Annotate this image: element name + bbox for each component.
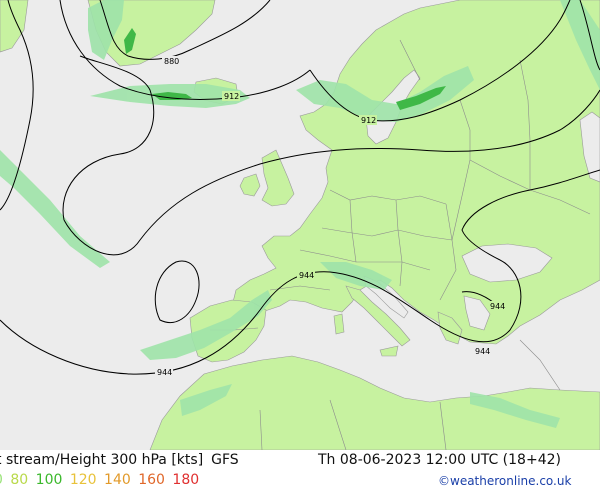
contour-label: 944: [157, 368, 172, 377]
border-9: [519, 59, 531, 190]
jet-band-mediterranean: [320, 262, 392, 290]
jet-core-atlantic: [152, 92, 192, 100]
border-10: [399, 39, 421, 81]
border-6: [299, 249, 431, 271]
contour-labels: 880 912 912 944 944 944 944: [155, 56, 506, 377]
border-14: [329, 399, 347, 450]
contour-label-bg: [473, 346, 491, 356]
jet-band-greenland: [88, 0, 124, 60]
land-ireland: [239, 173, 261, 197]
border-3: [349, 199, 357, 263]
border-8: [451, 99, 471, 241]
contour-label-bg: [359, 115, 377, 125]
title-text: t stream/Height 300 hPa [kts]: [0, 452, 204, 468]
contour-label: 944: [490, 302, 505, 311]
land-west-edge: [0, 0, 29, 53]
contour-label: 880: [164, 57, 179, 66]
contour-line: [309, 0, 571, 122]
border-13: [259, 409, 263, 450]
land-africa: [149, 355, 600, 450]
contour-line: [63, 89, 600, 256]
land-sardinia: [333, 313, 345, 335]
legend-item: 0: [0, 472, 3, 488]
aegean-sea: [463, 295, 491, 331]
jet-core-greenland: [124, 28, 136, 54]
land-sicily: [379, 345, 399, 357]
contour-label: 912: [361, 116, 376, 125]
country-borders: [210, 39, 591, 450]
contour-label-bg: [155, 367, 173, 377]
model-name: GFS: [211, 452, 239, 468]
site-credit-link[interactable]: ©weatheronline.co.uk: [438, 474, 572, 488]
contour-label-bg: [488, 301, 506, 311]
contour-label: 944: [475, 347, 490, 356]
height-contours: [0, 0, 600, 375]
border-1: [329, 189, 447, 205]
legend-item: 120: [69, 472, 97, 488]
contour-line: [59, 0, 311, 100]
border-5: [439, 203, 457, 301]
jet-band-se: [470, 392, 560, 428]
land-italy: [345, 285, 411, 347]
map-title: t stream/Height 300 hPa [kts] GFS: [0, 452, 239, 468]
contour-label: 912: [224, 92, 239, 101]
contour-label-bg: [162, 56, 180, 66]
border-16: [519, 339, 561, 391]
contour-line: [99, 0, 271, 60]
contour-label: 944: [299, 271, 314, 280]
legend-item: 180: [172, 472, 200, 488]
contour-line: [579, 0, 600, 71]
black-sea: [461, 243, 553, 283]
border-11: [269, 285, 331, 291]
legend-item: 140: [104, 472, 131, 488]
jet-band-sw: [180, 384, 232, 416]
contour-line: [0, 259, 522, 375]
weather-map: 880 912 912 944 944 944 944: [0, 0, 600, 450]
jet-core-scandinavia: [396, 86, 446, 110]
land-greece: [437, 311, 463, 345]
contour-line: [62, 55, 155, 221]
valid-datetime: Th 08-06-2023 12:00 UTC (18+42): [318, 452, 561, 468]
jet-band-scandinavia: [296, 66, 474, 122]
border-2: [321, 227, 453, 241]
jet-band-iberia: [140, 290, 272, 360]
map-footer: t stream/Height 300 hPa [kts] GFS Th 08-0…: [0, 450, 600, 490]
legend-item: 160: [138, 472, 165, 488]
legend-item: 80: [10, 472, 29, 488]
jet-band-west: [0, 150, 110, 268]
jet-stream-strong: [124, 28, 446, 110]
legend-item: 100: [35, 472, 63, 488]
contour-label-bg: [297, 270, 315, 280]
caspian-sea: [579, 111, 600, 183]
contour-line: [154, 260, 200, 323]
speed-legend: 0 80 100 120 140 160 180: [0, 472, 202, 488]
jet-band-east: [560, 0, 600, 90]
contour-label-bg: [222, 91, 240, 101]
border-15: [439, 401, 447, 450]
border-4: [395, 199, 403, 287]
contour-line: [461, 169, 600, 261]
contour-line: [0, 0, 34, 211]
